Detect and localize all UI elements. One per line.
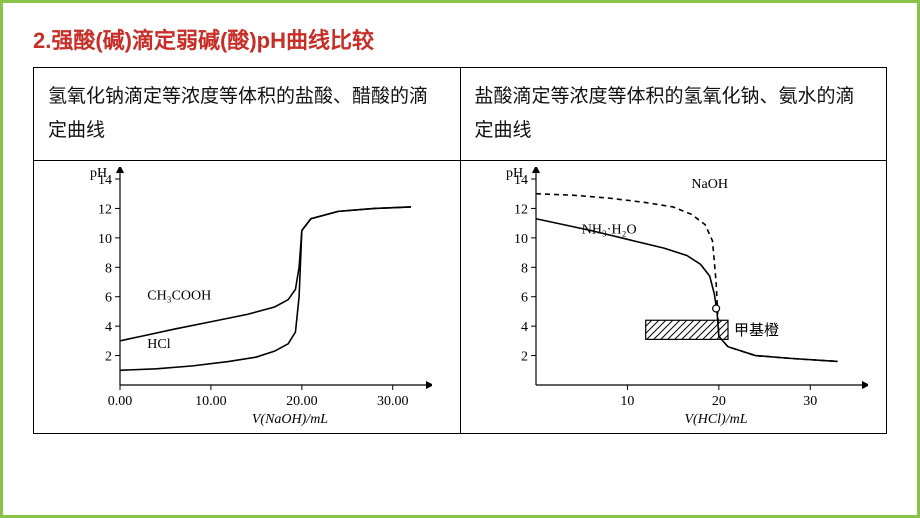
left-chart-cell: 24681012140.0010.0020.0030.00pHV(NaOH)/m… [34, 161, 460, 433]
naoh-titration-chart: 24681012140.0010.0020.0030.00pHV(NaOH)/m… [62, 167, 432, 427]
svg-text:6: 6 [105, 291, 112, 306]
table-row: 氢氧化钠滴定等浓度等体积的盐酸、醋酸的滴定曲线 盐酸滴定等浓度等体积的氢氧化钠、… [34, 68, 886, 160]
svg-text:HCl: HCl [147, 338, 170, 353]
svg-text:30: 30 [804, 394, 818, 409]
svg-text:12: 12 [98, 203, 112, 218]
comparison-table: 氢氧化钠滴定等浓度等体积的盐酸、醋酸的滴定曲线 盐酸滴定等浓度等体积的氢氧化钠、… [33, 67, 887, 434]
svg-text:0.00: 0.00 [108, 394, 133, 409]
svg-text:V(NaOH)/mL: V(NaOH)/mL [252, 412, 328, 427]
right-header: 盐酸滴定等浓度等体积的氢氧化钠、氨水的滴定曲线 [460, 68, 887, 160]
svg-text:10: 10 [98, 232, 112, 247]
page-title: 2.强酸(碱)滴定弱碱(酸)pH曲线比较 [33, 23, 887, 55]
svg-text:pH: pH [506, 167, 523, 181]
svg-text:10.00: 10.00 [195, 394, 227, 409]
svg-text:4: 4 [105, 321, 112, 336]
left-header: 氢氧化钠滴定等浓度等体积的盐酸、醋酸的滴定曲线 [34, 68, 460, 160]
svg-text:12: 12 [514, 203, 528, 218]
svg-text:10: 10 [514, 232, 528, 247]
svg-text:30.00: 30.00 [377, 394, 409, 409]
svg-text:pH: pH [90, 167, 107, 181]
svg-text:6: 6 [521, 291, 528, 306]
svg-text:CH₃COOH: CH₃COOH [147, 289, 211, 304]
svg-text:NH₃·H₂O: NH₃·H₂O [582, 223, 637, 238]
svg-text:NaOH: NaOH [692, 177, 729, 192]
svg-text:甲基橙: 甲基橙 [734, 322, 779, 339]
svg-text:8: 8 [521, 262, 528, 277]
svg-text:4: 4 [521, 321, 528, 336]
svg-text:10: 10 [621, 394, 635, 409]
svg-text:2: 2 [105, 350, 112, 365]
table-row: 24681012140.0010.0020.0030.00pHV(NaOH)/m… [34, 160, 886, 433]
svg-text:2: 2 [521, 350, 528, 365]
svg-text:8: 8 [105, 262, 112, 277]
svg-text:20: 20 [712, 394, 726, 409]
hcl-titration-chart: 2468101214102030pHV(HCl)/mL甲基橙NaOHNH₃·H₂… [478, 167, 868, 427]
right-chart-cell: 2468101214102030pHV(HCl)/mL甲基橙NaOHNH₃·H₂… [460, 161, 887, 433]
svg-text:20.00: 20.00 [286, 394, 318, 409]
svg-text:V(HCl)/mL: V(HCl)/mL [685, 412, 748, 427]
